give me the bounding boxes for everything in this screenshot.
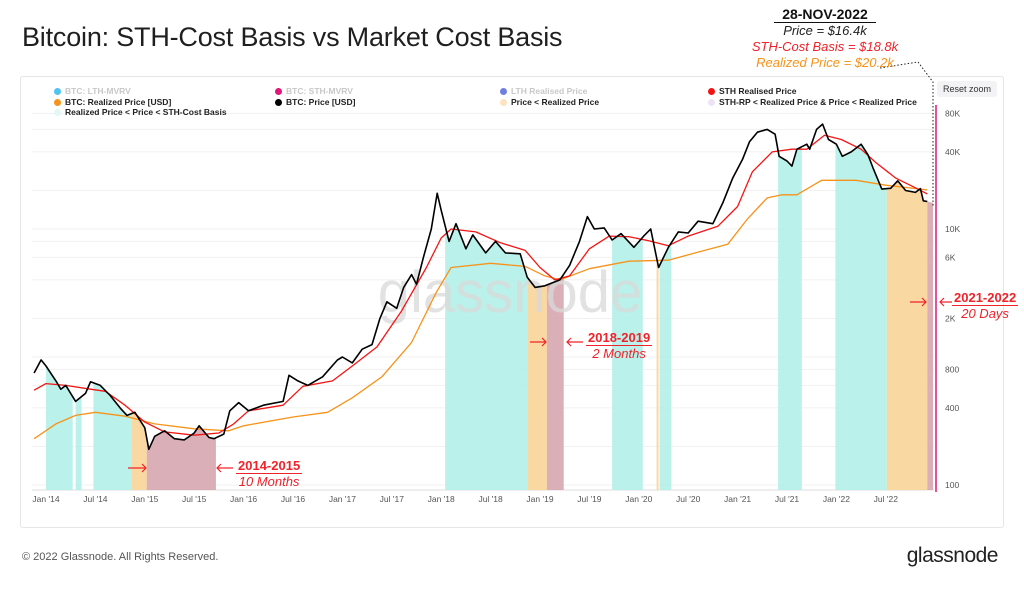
x-tick-label: Jan '14 <box>32 494 59 504</box>
legend-item[interactable]: STH-RP < Realized Price & Price < Realiz… <box>708 97 917 107</box>
legend-label: BTC: Price [USD] <box>286 97 356 107</box>
y-tick-label: 6K <box>945 252 956 262</box>
legend-label: STH Realised Price <box>719 86 797 96</box>
band-teal <box>659 124 672 490</box>
legend-label: Realized Price < Price < STH-Cost Basis <box>65 107 227 117</box>
y-tick-label: 10K <box>945 224 960 234</box>
callout-duration: 20 Days <box>961 306 1009 321</box>
legend-dot-icon <box>708 87 715 95</box>
watermark: glassnode <box>378 260 642 325</box>
band-orange <box>886 124 928 490</box>
legend-dot-icon <box>275 98 282 106</box>
reset-zoom-button[interactable]: Reset zoom <box>937 81 998 97</box>
y-tick-label: 800 <box>945 364 959 374</box>
band-mauve <box>146 124 216 490</box>
page-title: Bitcoin: STH-Cost Basis vs Market Cost B… <box>22 22 563 52</box>
legend-item[interactable]: BTC: Realized Price [USD] <box>54 97 171 107</box>
annotation-sth-cost-basis: STH-Cost Basis = $18.8k <box>751 39 899 54</box>
glassnode-logo: glassnode <box>906 544 999 567</box>
annotation-price: Price = $16.4k <box>783 23 867 38</box>
y-axis: 100 400 800 2K 6K 10K 40K 80K <box>945 108 960 490</box>
x-tick-label: Jan '22 <box>823 494 850 504</box>
callout-2018-2019: 2018-2019 2 Months <box>586 330 653 361</box>
x-tick-label: Jan '19 <box>526 494 553 504</box>
series-lines <box>33 123 928 451</box>
callout-arrows <box>128 297 952 473</box>
x-tick-label: Jan '20 <box>625 494 652 504</box>
legend-label: BTC: LTH-MVRV <box>65 86 131 96</box>
legend-label: STH-RP < Realized Price & Price < Realiz… <box>719 97 917 107</box>
annotation-leader <box>879 61 934 206</box>
callout-years: 2014-2015 <box>236 458 303 474</box>
band-teal <box>778 124 802 490</box>
band-teal <box>46 124 73 490</box>
legend-label: LTH Realised Price <box>511 86 588 96</box>
legend-dot-icon <box>275 87 282 95</box>
band-teal <box>93 124 132 490</box>
legend-item[interactable]: BTC: LTH-MVRV <box>54 86 131 96</box>
band-orange <box>656 124 659 490</box>
callout-2014-2015: 2014-2015 10 Months <box>236 458 303 489</box>
x-tick-label: Jul '19 <box>577 494 602 504</box>
date-annotation: 28-NOV-2022 Price = $16.4k STH-Cost Basi… <box>720 6 930 71</box>
legend-dot-icon <box>500 98 507 106</box>
legend-label: Price < Realized Price <box>511 97 600 107</box>
x-tick-label: Jan '21 <box>724 494 751 504</box>
band-orange <box>131 124 147 490</box>
x-tick-label: Jul '14 <box>83 494 108 504</box>
annotation-realized-price: Realized Price = $20.2k <box>756 55 894 70</box>
x-tick-label: Jul '15 <box>182 494 207 504</box>
x-tick-label: Jul '20 <box>676 494 701 504</box>
legend-item[interactable]: Realized Price < Price < STH-Cost Basis <box>54 107 227 117</box>
band-teal <box>75 124 82 490</box>
y-tick-label: 100 <box>945 480 959 490</box>
x-tick-label: Jan '15 <box>131 494 158 504</box>
callout-years: 2018-2019 <box>586 330 653 346</box>
legend-label: BTC: STH-MVRV <box>286 86 353 96</box>
y-tick-label: 400 <box>945 403 959 413</box>
legend-dot-icon <box>54 98 61 106</box>
callout-2021-2022: 2021-2022 20 Days <box>952 290 1019 321</box>
legend-item[interactable]: STH Realised Price <box>708 86 796 96</box>
x-tick-label: Jul '22 <box>874 494 899 504</box>
chart-card <box>20 76 1004 528</box>
legend-dot-icon <box>54 87 61 95</box>
y-tick-label: 2K <box>945 313 956 323</box>
y-tick-label: 80K <box>945 108 960 118</box>
series-price <box>33 123 928 451</box>
x-tick-label: Jan '18 <box>428 494 455 504</box>
copyright-footer: © 2022 Glassnode. All Rights Reserved. <box>22 551 219 563</box>
callout-duration: 2 Months <box>592 346 646 361</box>
callout-duration: 10 Months <box>238 474 300 489</box>
legend-item[interactable]: Price < Realized Price <box>500 97 599 107</box>
series-sth <box>33 134 928 436</box>
legend-label: BTC: Realized Price [USD] <box>65 97 172 107</box>
legend-dot-icon <box>500 87 507 95</box>
x-tick-label: Jul '21 <box>775 494 800 504</box>
x-axis: Jan '14 Jul '14 Jan '15 Jul '15 Jan '16 Jul '… <box>32 494 898 504</box>
x-tick-label: Jul '16 <box>281 494 306 504</box>
legend-item[interactable]: BTC: STH-MVRV <box>275 86 353 96</box>
band-teal <box>835 124 887 490</box>
x-tick-label: Jan '16 <box>230 494 257 504</box>
legend-dot-icon <box>708 98 715 106</box>
series-realized <box>33 179 928 440</box>
legend-item[interactable]: LTH Realised Price <box>500 86 587 96</box>
callout-years: 2021-2022 <box>952 290 1019 306</box>
y-tick-label: 40K <box>945 147 960 157</box>
annotation-date: 28-NOV-2022 <box>774 6 876 23</box>
band-mauve <box>927 124 934 490</box>
x-tick-label: Jan '17 <box>329 494 356 504</box>
x-tick-label: Jul '18 <box>478 494 503 504</box>
legend-dot-icon <box>54 108 61 116</box>
legend-item[interactable]: BTC: Price [USD] <box>275 97 355 107</box>
x-tick-label: Jul '17 <box>380 494 405 504</box>
